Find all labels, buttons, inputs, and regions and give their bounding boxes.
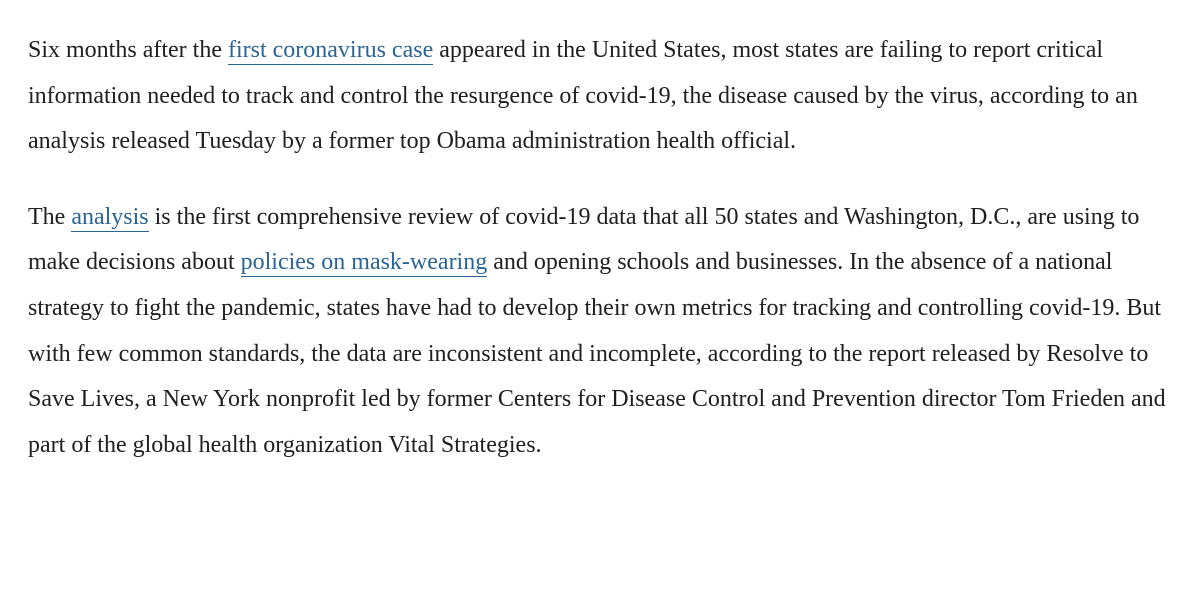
analysis-link[interactable]: analysis [71, 204, 148, 232]
body-text: The [28, 204, 71, 230]
paragraph: Six months after the first coronavirus c… [28, 28, 1172, 165]
first-coronavirus-case-link[interactable]: first coronavirus case [228, 37, 433, 65]
body-text: Six months after the [28, 37, 228, 63]
policies-mask-wearing-link[interactable]: policies on mask-wearing [241, 249, 488, 277]
body-text: and opening schools and businesses. In t… [28, 249, 1166, 457]
paragraph: The analysis is the first comprehensive … [28, 195, 1172, 469]
article-body: Six months after the first coronavirus c… [28, 28, 1172, 468]
